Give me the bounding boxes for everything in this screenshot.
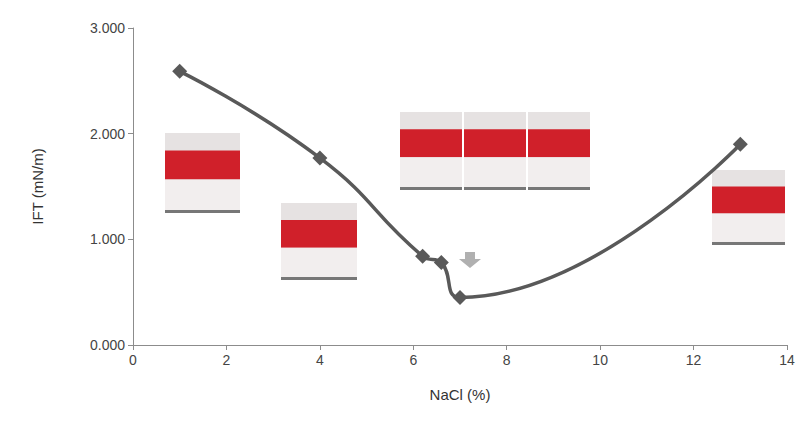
svg-text:3.000: 3.000: [90, 20, 125, 36]
svg-text:IFT (mN/m): IFT (mN/m): [29, 148, 46, 224]
svg-text:6: 6: [409, 352, 417, 368]
svg-text:NaCl (%): NaCl (%): [430, 386, 491, 403]
svg-text:8: 8: [503, 352, 511, 368]
svg-text:10: 10: [592, 352, 608, 368]
svg-text:2.000: 2.000: [90, 126, 125, 142]
svg-text:12: 12: [686, 352, 702, 368]
svg-text:0.000: 0.000: [90, 337, 125, 353]
svg-text:2: 2: [223, 352, 231, 368]
svg-text:14: 14: [779, 352, 795, 368]
svg-text:0: 0: [129, 352, 137, 368]
svg-text:1.000: 1.000: [90, 231, 125, 247]
svg-text:4: 4: [316, 352, 324, 368]
